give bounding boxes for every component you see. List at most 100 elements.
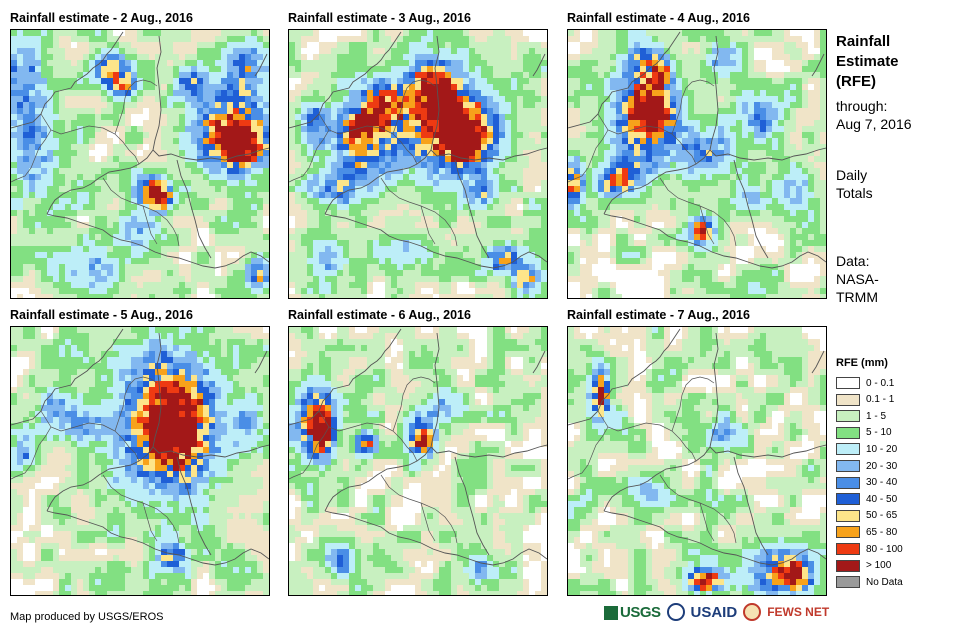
rainfall-cell — [29, 78, 35, 84]
rainfall-cell — [469, 282, 475, 288]
rainfall-cell — [149, 276, 155, 282]
rainfall-cell — [451, 258, 457, 264]
rainfall-cell — [754, 192, 760, 198]
rainfall-cell — [373, 90, 379, 96]
rainfall-cell — [349, 42, 355, 48]
rainfall-cell — [517, 132, 523, 138]
rainfall-cell — [622, 126, 628, 132]
rainfall-cell — [511, 204, 517, 210]
rainfall-cell — [319, 144, 325, 150]
rainfall-cell — [65, 252, 71, 258]
rainfall-cell — [574, 72, 580, 78]
rainfall-cell — [439, 90, 445, 96]
rainfall-cell — [409, 180, 415, 186]
rainfall-cell — [652, 192, 658, 198]
rainfall-cell — [586, 96, 592, 102]
rainfall-cell — [295, 72, 301, 78]
rainfall-cell — [622, 114, 628, 120]
rainfall-cell — [349, 288, 355, 294]
rainfall-cell — [712, 192, 718, 198]
rainfall-cell — [29, 186, 35, 192]
rainfall-cell — [319, 240, 325, 246]
rainfall-cell — [307, 72, 313, 78]
rainfall-cell — [349, 186, 355, 192]
rainfall-cell — [517, 210, 523, 216]
rainfall-cell — [221, 72, 227, 78]
rainfall-cell — [361, 276, 367, 282]
rainfall-cell — [523, 192, 529, 198]
rainfall-cell — [355, 96, 361, 102]
rainfall-cell — [505, 78, 511, 84]
rainfall-cell — [493, 198, 499, 204]
rainfall-cell — [445, 264, 451, 270]
rainfall-cell — [742, 150, 748, 156]
rainfall-cell — [682, 48, 688, 54]
rainfall-cell — [227, 36, 233, 42]
rainfall-cell — [131, 132, 137, 138]
rainfall-cell — [227, 138, 233, 144]
rainfall-cell — [47, 48, 53, 54]
rainfall-cell — [373, 132, 379, 138]
rainfall-cell — [535, 198, 541, 204]
rainfall-cell — [289, 240, 295, 246]
rainfall-cell — [718, 54, 724, 60]
rainfall-cell — [319, 120, 325, 126]
rainfall-cell — [251, 156, 257, 162]
rainfall-cell — [784, 72, 790, 78]
rainfall-cell — [403, 204, 409, 210]
rainfall-cell — [245, 258, 251, 264]
rainfall-cell — [83, 48, 89, 54]
rainfall-cell — [191, 246, 197, 252]
rainfall-cell — [343, 132, 349, 138]
rainfall-cell — [391, 30, 397, 36]
rainfall-cell — [658, 186, 664, 192]
rainfall-cell — [173, 36, 179, 42]
rainfall-cell — [119, 126, 125, 132]
rainfall-cell — [568, 156, 574, 162]
rainfall-cell — [203, 150, 209, 156]
rainfall-cell — [670, 144, 676, 150]
rainfall-cell — [445, 96, 451, 102]
rainfall-cell — [319, 264, 325, 270]
rainfall-cell — [233, 78, 239, 84]
rainfall-cell — [592, 36, 598, 42]
rainfall-cell — [47, 132, 53, 138]
rainfall-cell — [167, 54, 173, 60]
rainfall-cell — [820, 192, 826, 198]
rainfall-cell — [451, 72, 457, 78]
rainfall-cell — [289, 228, 295, 234]
rainfall-cell — [331, 126, 337, 132]
rainfall-cell — [233, 192, 239, 198]
rainfall-cell — [331, 84, 337, 90]
rainfall-cell — [191, 108, 197, 114]
rainfall-cell — [469, 66, 475, 72]
rainfall-cell — [373, 180, 379, 186]
rainfall-cell — [487, 138, 493, 144]
rainfall-cell — [808, 108, 814, 114]
rainfall-cell — [191, 90, 197, 96]
rainfall-cell — [586, 54, 592, 60]
rainfall-cell — [239, 108, 245, 114]
rainfall-cell — [337, 180, 343, 186]
rainfall-cell — [391, 138, 397, 144]
rainfall-cell — [355, 132, 361, 138]
rainfall-cell — [137, 144, 143, 150]
rainfall-cell — [35, 96, 41, 102]
rainfall-cell — [331, 42, 337, 48]
rainfall-cell — [215, 108, 221, 114]
rainfall-cell — [730, 102, 736, 108]
rainfall-cell — [469, 36, 475, 42]
rainfall-cell — [475, 240, 481, 246]
rainfall-cell — [343, 42, 349, 48]
rainfall-cell — [215, 294, 221, 298]
rainfall-cell — [610, 72, 616, 78]
rainfall-cell — [167, 264, 173, 270]
rainfall-cell — [505, 120, 511, 126]
rainfall-cell — [95, 96, 101, 102]
rainfall-cell — [53, 78, 59, 84]
rainfall-cell — [439, 240, 445, 246]
rainfall-cell — [209, 36, 215, 42]
rainfall-cell — [71, 252, 77, 258]
rainfall-cell — [35, 126, 41, 132]
rainfall-cell — [367, 84, 373, 90]
